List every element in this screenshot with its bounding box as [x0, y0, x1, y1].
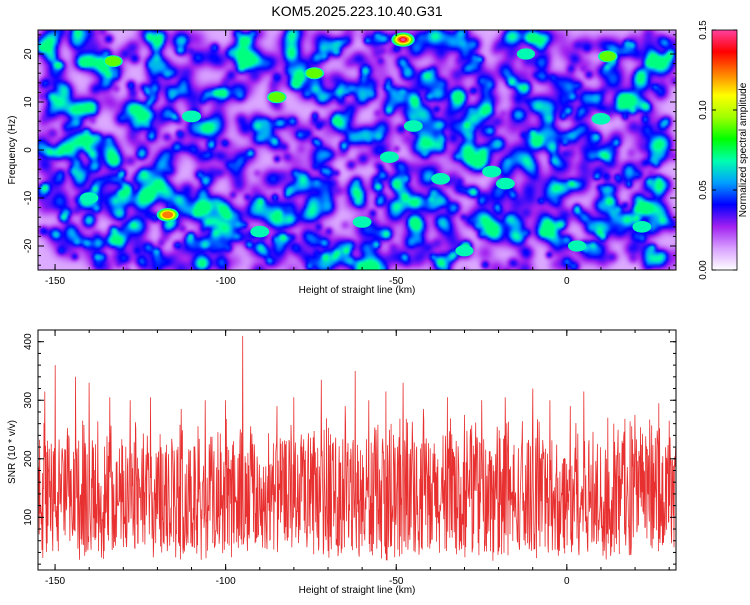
heatmap-xlabel: Height of straight line (km) — [299, 285, 416, 296]
snr-y-tick-label: 200 — [23, 450, 34, 467]
heatmap-raster — [38, 30, 676, 270]
snr-x-tick-label: -150 — [45, 576, 65, 587]
heatmap-peak — [591, 113, 611, 125]
colorbar-tick-label: 0.00 — [698, 260, 709, 280]
colorbar-tick-label: 0.15 — [698, 20, 709, 40]
snr-y-tick-label: 100 — [23, 509, 34, 526]
heatmap-peak — [599, 51, 616, 62]
colorbar-gradient — [711, 29, 738, 271]
heatmap-peak — [268, 92, 285, 103]
heatmap-y-tick-label: 20 — [23, 48, 34, 60]
colorbar: 0.00 0.05 0.10 0.15 Normalized spectral amp… — [698, 20, 749, 280]
snr-ylabel: SNR (10 * v/v) — [7, 420, 18, 484]
snr-y-tick-label: 300 — [23, 391, 34, 408]
heatmap-peak — [516, 48, 535, 60]
heatmap-peak — [495, 177, 515, 190]
heatmap-y-tick-label: 10 — [23, 96, 34, 108]
snr-frame — [37, 329, 677, 571]
heatmap-y-tick-label: -10 — [23, 190, 34, 205]
snr-y-tick-label: 400 — [23, 333, 34, 350]
chart-title: KOM5.2025.223.10.40.G31 — [271, 3, 442, 19]
heatmap-peak — [482, 165, 502, 178]
snr-x-tick-label: -50 — [389, 576, 404, 587]
heatmap-y-tick-label: -20 — [23, 238, 34, 253]
heatmap-peak — [431, 173, 451, 185]
heatmap-x-tick-label: 0 — [564, 276, 570, 287]
heatmap-peak — [632, 221, 652, 233]
heatmap-peak — [379, 151, 399, 163]
heatmap-peak — [403, 120, 423, 132]
heatmap-peak — [80, 192, 99, 204]
colorbar-label: Normalized spectral amplitude — [738, 82, 749, 217]
heatmap-peak — [455, 245, 474, 257]
heatmap-peak — [250, 225, 270, 238]
snr-series-line — [38, 335, 676, 561]
heatmap-peak — [181, 110, 202, 123]
heatmap-y-tick-label: 0 — [23, 147, 34, 153]
heatmap-x-tick-label: -50 — [389, 276, 404, 287]
heatmap-ylabel: Frequency (Hz) — [7, 116, 18, 185]
heatmap-peak — [306, 68, 323, 79]
heatmap-peak — [162, 211, 174, 219]
heatmap-image — [38, 30, 676, 270]
colorbar-tick-label: 0.10 — [698, 100, 709, 120]
snr-x-tick-label: 0 — [564, 576, 570, 587]
heatmap-x-tick-label: -150 — [45, 276, 65, 287]
heatmap-peak — [104, 56, 122, 67]
snr-x-tick-label: -100 — [216, 576, 236, 587]
snr-xlabel: Height of straight line (km) — [299, 585, 416, 596]
colorbar-tick-label: 0.05 — [698, 180, 709, 200]
heatmap-peak — [567, 240, 587, 252]
heatmap-x-tick-label: -100 — [216, 276, 236, 287]
snr-panel: -150 -100 -50 0 100 200 300 400 Height of stra… — [7, 329, 677, 596]
heatmap-peak — [400, 38, 406, 42]
heatmap-peak — [352, 216, 372, 228]
